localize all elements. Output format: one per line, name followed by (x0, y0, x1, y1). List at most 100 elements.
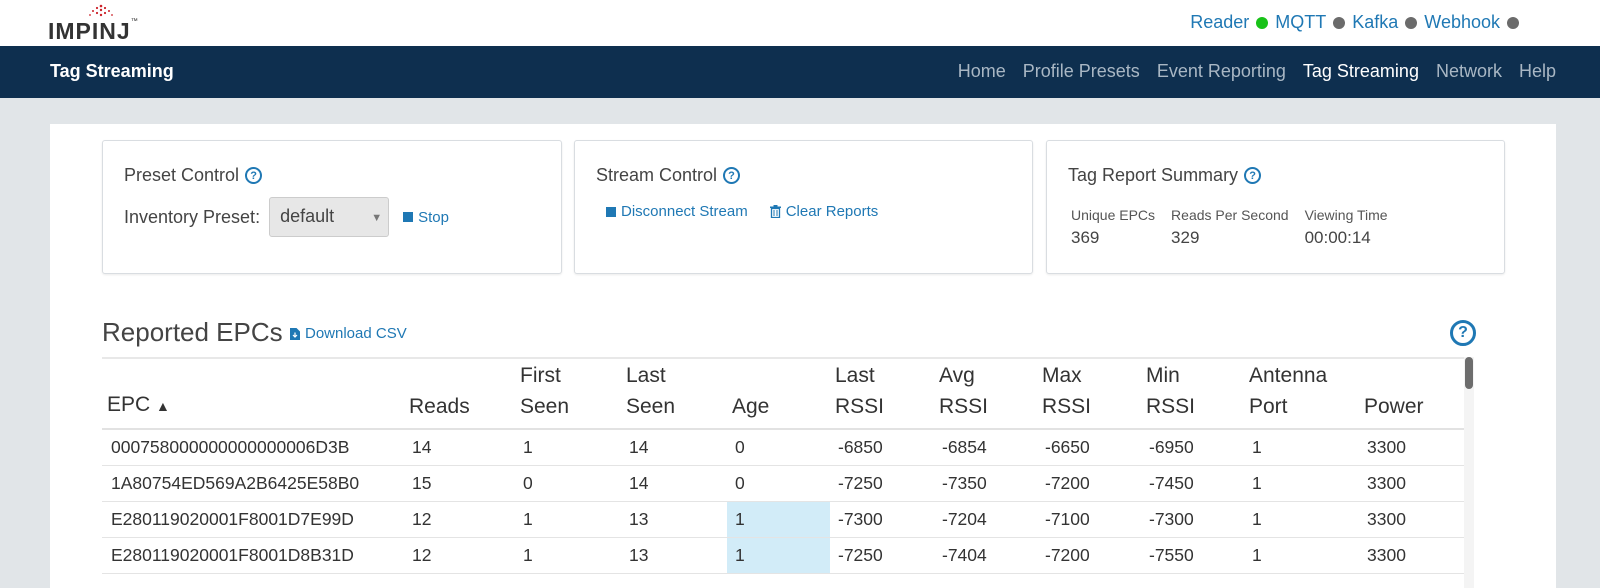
download-csv-link[interactable]: Download CSV (290, 325, 407, 342)
cell-epc: E280119020001F8001D8B31D (102, 537, 404, 574)
cell-power: 3300 (1359, 501, 1474, 538)
unique-epcs-label: Unique EPCs (1071, 207, 1156, 223)
download-csv-label: Download CSV (305, 325, 407, 342)
table-scrollbar[interactable] (1464, 357, 1474, 588)
status-reader-link[interactable]: Reader (1190, 12, 1250, 32)
cell-first: 1 (515, 501, 621, 538)
cell-reads: 12 (404, 501, 515, 538)
cell-min-rssi: -7300 (1141, 501, 1244, 538)
cell-age: 0 (727, 465, 830, 502)
cell-last: 13 (621, 501, 727, 538)
nav-event-reporting[interactable]: Event Reporting (1156, 61, 1286, 81)
cell-power: 3300 (1359, 537, 1474, 574)
cell-avg-rssi: -7204 (934, 501, 1037, 538)
preset-control-panel: Preset Control ? Inventory Preset: defau… (102, 140, 562, 274)
unique-epcs-stat: Unique EPCs 369 (1071, 207, 1155, 248)
nav-home[interactable]: Home (957, 61, 1006, 81)
reads-per-second-value: 329 (1171, 228, 1200, 247)
clear-reports-button[interactable]: Clear Reports (769, 203, 879, 220)
cell-port: 1 (1244, 429, 1359, 466)
mqtt-status-dot-icon (1333, 16, 1346, 29)
table-row[interactable]: 000758000000000000006D3B 14 1 14 0 -6850 -6854… (102, 429, 1474, 466)
disconnect-stream-button[interactable]: Disconnect Stream (606, 203, 748, 220)
column-header[interactable]: Last Seen (621, 359, 727, 430)
column-header-line2: Age (732, 395, 770, 418)
kafka-status-dot-icon (1405, 16, 1418, 29)
preset-help-icon[interactable]: ? (245, 167, 263, 184)
viewing-time-stat: Viewing Time 00:00:14 (1305, 207, 1388, 248)
cell-last: 14 (621, 465, 727, 502)
cell-last-rssi: -7250 (830, 465, 934, 502)
table-header-row: EPC ▲ Reads First Seen Last Seen Age Last RSSI Av… (102, 359, 1474, 430)
cell-last: 14 (621, 429, 727, 466)
column-header-line2: Seen (520, 395, 570, 418)
cell-first: 1 (515, 537, 621, 574)
status-webhook-link[interactable]: Webhook (1424, 12, 1500, 32)
status-kafka-link[interactable]: Kafka (1352, 12, 1399, 32)
nav-tag-streaming[interactable]: Tag Streaming (1302, 61, 1419, 81)
column-header-line2: Power (1364, 395, 1424, 418)
table-row[interactable]: 1A80754ED569A2B6425E58B0 15 0 14 0 -7250 -7350… (102, 465, 1474, 502)
column-header-line1: Max (1042, 364, 1082, 387)
column-header[interactable]: Age (727, 359, 830, 430)
cell-power: 3300 (1359, 429, 1474, 466)
cell-age: 1 (727, 501, 830, 538)
stream-help-icon[interactable]: ? (723, 167, 741, 184)
column-header[interactable]: Max RSSI (1037, 359, 1141, 430)
disconnect-stream-label: Disconnect Stream (621, 203, 748, 220)
trash-icon (769, 205, 781, 218)
dropdown-caret-icon: ▼ (371, 212, 383, 224)
column-header[interactable]: Antenna Port (1244, 359, 1359, 430)
cell-last-rssi: -7250 (830, 537, 934, 574)
scroll-thumb[interactable] (1465, 357, 1473, 389)
column-header[interactable]: Power (1359, 359, 1474, 430)
column-header[interactable]: Min RSSI (1141, 359, 1244, 430)
reader-status-dot-icon (1256, 16, 1269, 29)
cell-avg-rssi: -6854 (934, 429, 1037, 466)
status-mqtt-link[interactable]: MQTT (1275, 12, 1327, 32)
column-header[interactable]: Avg RSSI (934, 359, 1037, 430)
sort-ascending-icon[interactable]: ▲ (156, 398, 170, 414)
disconnect-square-icon (606, 206, 616, 217)
stop-button[interactable]: Stop (403, 209, 449, 226)
viewing-time-value: 00:00:14 (1304, 228, 1371, 247)
file-download-icon (290, 327, 300, 340)
cell-max-rssi: -7200 (1037, 537, 1141, 574)
column-header[interactable]: Last RSSI (830, 359, 934, 430)
cell-min-rssi: -6950 (1141, 429, 1244, 466)
nav-network[interactable]: Network (1435, 61, 1502, 81)
table-row[interactable]: E280119020001F8001D7E99D 12 1 13 1 -7300 -7204… (102, 501, 1474, 538)
nav-bar: Tag Streaming Home Profile Presets Event… (0, 46, 1600, 98)
top-bar: IMPINJ™ Reader MQTT Kafka Webhook (0, 0, 1600, 46)
column-header-line1: Last (835, 364, 875, 387)
nav-help[interactable]: Help (1518, 61, 1556, 81)
column-header[interactable]: EPC ▲ (102, 359, 404, 430)
summary-help-icon[interactable]: ? (1244, 167, 1262, 184)
connection-status: Reader MQTT Kafka Webhook (1190, 12, 1526, 33)
cell-port: 1 (1244, 465, 1359, 502)
cell-power: 3300 (1359, 465, 1474, 502)
epc-table: EPC ▲ Reads First Seen Last Seen Age Last RSSI Av… (102, 357, 1474, 588)
reads-per-second-stat: Reads Per Second 329 (1171, 207, 1289, 248)
logo-dots-icon (89, 4, 113, 17)
cell-first: 1 (515, 429, 621, 466)
stream-control-panel: Stream Control ? Disconnect Stream Clear… (574, 140, 1033, 274)
clear-reports-label: Clear Reports (785, 203, 879, 220)
tag-report-summary-panel: Tag Report Summary ? Unique EPCs 369 Rea… (1046, 140, 1505, 274)
epcs-help-icon[interactable]: ? (1450, 320, 1476, 346)
stop-square-icon (403, 212, 414, 222)
table-row[interactable]: E280119020001F8001D8B31D 12 1 13 1 -7250 -7404… (102, 537, 1474, 574)
stream-control-title: Stream Control (596, 165, 718, 185)
column-header-line2: Seen (626, 395, 676, 418)
nav-profile-presets[interactable]: Profile Presets (1022, 61, 1140, 81)
unique-epcs-value: 369 (1071, 228, 1100, 247)
column-header[interactable]: First Seen (515, 359, 621, 430)
inventory-preset-select[interactable]: default ▼ (269, 197, 390, 237)
cell-last-rssi: -7300 (830, 501, 934, 538)
column-header-line1: Min (1146, 364, 1180, 387)
table-body: 000758000000000000006D3B 14 1 14 0 -6850 -6854… (102, 429, 1474, 574)
column-header-line1: Avg (939, 364, 975, 387)
cell-epc: 000758000000000000006D3B (102, 429, 404, 466)
column-header[interactable]: Reads (404, 359, 515, 430)
column-header-line2: EPC (107, 393, 151, 416)
